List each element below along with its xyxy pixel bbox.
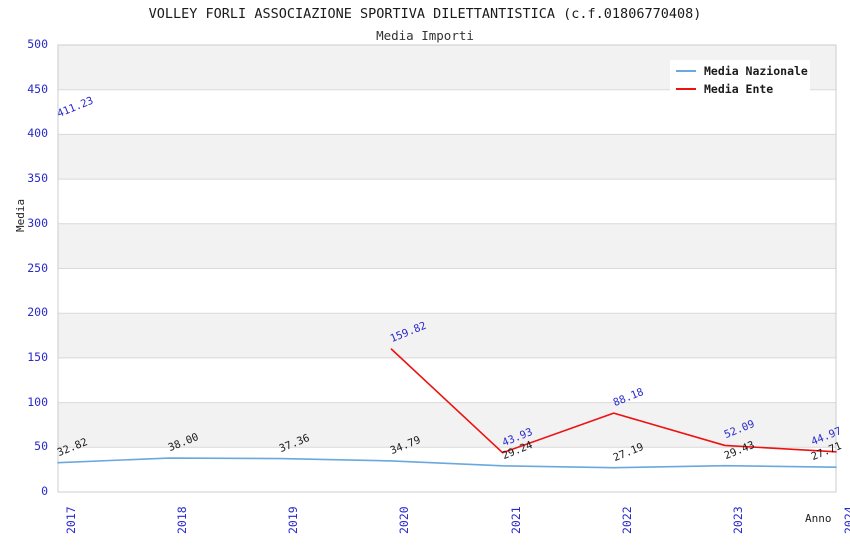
chart-subtitle: Media Importi bbox=[376, 28, 474, 43]
x-tick-label: 2023 bbox=[730, 506, 745, 534]
y-tick-label: 200 bbox=[27, 305, 48, 320]
legend-item-media-nazionale[interactable]: Media Nazionale bbox=[676, 62, 808, 80]
chart-legend: Media Nazionale Media Ente bbox=[670, 60, 810, 98]
y-tick-label: 400 bbox=[27, 126, 48, 141]
x-tick-label: 2024 bbox=[842, 506, 850, 534]
x-tick-label: 2022 bbox=[619, 506, 634, 534]
y-tick-label: 350 bbox=[27, 171, 48, 186]
legend-swatch-media-nazionale bbox=[676, 70, 696, 72]
y-tick-label: 50 bbox=[34, 439, 48, 454]
y-tick-label: 250 bbox=[27, 260, 48, 275]
x-tick-label: 2017 bbox=[64, 506, 78, 534]
legend-swatch-media-ente bbox=[676, 88, 696, 90]
x-tick-label: 2019 bbox=[286, 506, 301, 534]
y-tick-label: 150 bbox=[27, 349, 48, 364]
x-tick-label: 2018 bbox=[175, 506, 190, 534]
y-tick-label: 0 bbox=[41, 484, 48, 498]
legend-item-media-ente[interactable]: Media Ente bbox=[676, 80, 773, 98]
x-tick-label: 2021 bbox=[508, 506, 523, 534]
x-axis-label: Anno bbox=[805, 512, 832, 525]
y-tick-label: 500 bbox=[27, 37, 48, 51]
legend-label-media-nazionale: Media Nazionale bbox=[704, 64, 808, 78]
y-tick-label: 300 bbox=[27, 215, 48, 230]
y-tick-label: 450 bbox=[27, 81, 48, 96]
chart-title: VOLLEY FORLI ASSOCIAZIONE SPORTIVA DILET… bbox=[148, 6, 702, 22]
y-tick-label: 100 bbox=[27, 394, 48, 409]
x-tick-label: 2020 bbox=[397, 506, 412, 534]
legend-label-media-ente: Media Ente bbox=[704, 82, 774, 96]
